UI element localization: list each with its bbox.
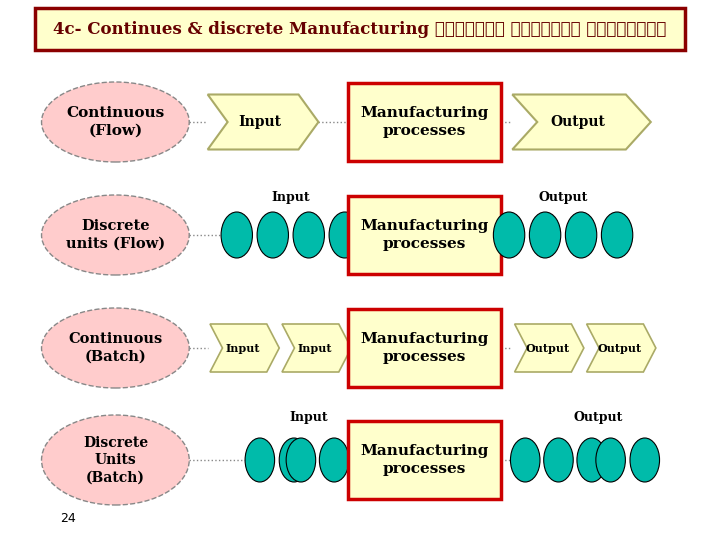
Ellipse shape bbox=[42, 308, 189, 388]
Ellipse shape bbox=[577, 438, 606, 482]
FancyBboxPatch shape bbox=[348, 196, 501, 274]
Ellipse shape bbox=[320, 438, 349, 482]
Ellipse shape bbox=[565, 212, 597, 258]
Ellipse shape bbox=[630, 438, 660, 482]
Ellipse shape bbox=[286, 438, 315, 482]
Ellipse shape bbox=[529, 212, 561, 258]
Ellipse shape bbox=[221, 212, 253, 258]
Ellipse shape bbox=[293, 212, 325, 258]
Text: Output: Output bbox=[550, 115, 606, 129]
FancyBboxPatch shape bbox=[348, 83, 501, 161]
Text: Manufacturing
processes: Manufacturing processes bbox=[361, 332, 489, 364]
Text: Output: Output bbox=[573, 411, 622, 424]
Text: Manufacturing
processes: Manufacturing processes bbox=[361, 106, 489, 138]
Text: 24: 24 bbox=[60, 512, 76, 525]
Polygon shape bbox=[515, 324, 584, 372]
Text: Input: Input bbox=[290, 411, 328, 424]
Ellipse shape bbox=[42, 195, 189, 275]
Text: Discrete
Units
(Batch): Discrete Units (Batch) bbox=[83, 436, 148, 484]
Text: Output: Output bbox=[526, 342, 570, 354]
FancyBboxPatch shape bbox=[348, 421, 501, 499]
Ellipse shape bbox=[279, 438, 309, 482]
Text: Input: Input bbox=[271, 191, 310, 204]
Text: Continuous
(Flow): Continuous (Flow) bbox=[66, 106, 164, 138]
FancyBboxPatch shape bbox=[35, 8, 685, 50]
Text: Manufacturing
processes: Manufacturing processes bbox=[361, 444, 489, 476]
Ellipse shape bbox=[601, 212, 633, 258]
Ellipse shape bbox=[596, 438, 626, 482]
Ellipse shape bbox=[353, 438, 382, 482]
Polygon shape bbox=[207, 94, 318, 150]
Ellipse shape bbox=[329, 212, 361, 258]
Ellipse shape bbox=[386, 438, 415, 482]
FancyBboxPatch shape bbox=[348, 309, 501, 387]
Ellipse shape bbox=[510, 438, 540, 482]
Text: Input: Input bbox=[238, 115, 282, 129]
Polygon shape bbox=[513, 94, 651, 150]
Ellipse shape bbox=[544, 438, 573, 482]
Ellipse shape bbox=[42, 415, 189, 505]
Text: 4c- Continues & discrete Manufacturing التصنيع المستمر والمتقطع: 4c- Continues & discrete Manufacturing ا… bbox=[53, 21, 667, 37]
Text: Discrete
units (Flow): Discrete units (Flow) bbox=[66, 219, 165, 251]
Ellipse shape bbox=[42, 82, 189, 162]
Text: Output: Output bbox=[598, 342, 642, 354]
Text: Manufacturing
processes: Manufacturing processes bbox=[361, 219, 489, 251]
Polygon shape bbox=[210, 324, 279, 372]
Text: Continuous
(Batch): Continuous (Batch) bbox=[68, 332, 163, 363]
Ellipse shape bbox=[245, 438, 274, 482]
Ellipse shape bbox=[257, 212, 289, 258]
Text: Input: Input bbox=[225, 342, 260, 354]
Polygon shape bbox=[587, 324, 656, 372]
Polygon shape bbox=[282, 324, 351, 372]
Text: Input: Input bbox=[297, 342, 332, 354]
Text: Output: Output bbox=[539, 191, 588, 204]
Ellipse shape bbox=[493, 212, 525, 258]
